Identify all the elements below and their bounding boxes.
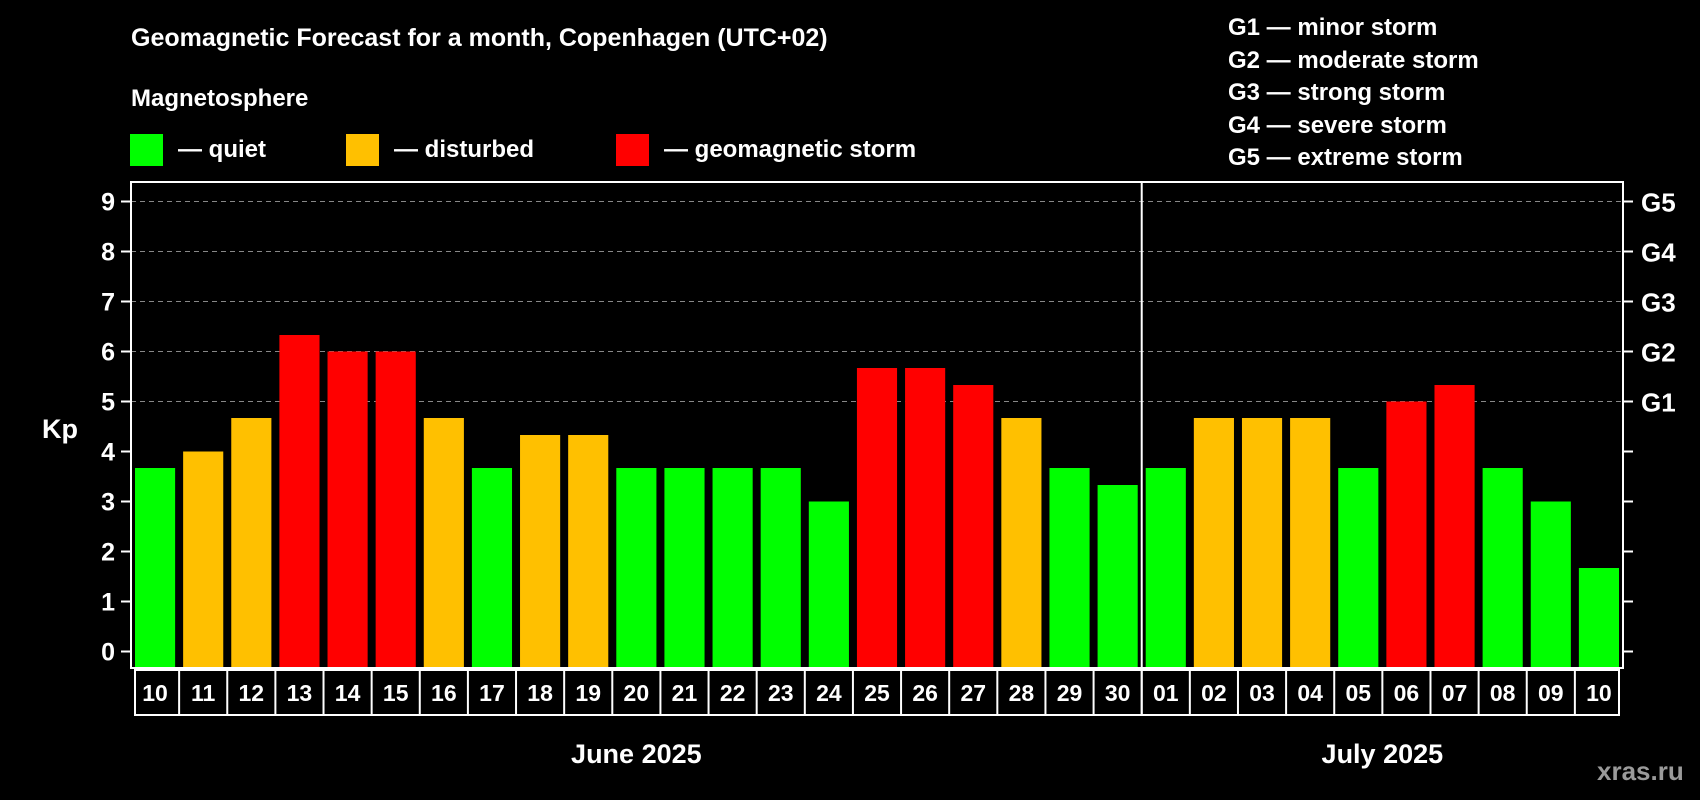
bar-08	[1482, 468, 1523, 668]
bar-10	[1578, 568, 1619, 668]
date-label: 30	[1105, 680, 1131, 706]
site-watermark: xras.ru	[1597, 756, 1684, 786]
bar-13	[279, 335, 320, 668]
date-label: 25	[864, 680, 890, 706]
bar-02	[1193, 418, 1234, 668]
y-axis-label: Kp	[42, 414, 78, 444]
date-label: 04	[1297, 680, 1323, 706]
bar-06	[1386, 401, 1427, 668]
storm-level-label: G5	[1641, 188, 1676, 218]
date-label: 14	[335, 680, 361, 706]
storm-level-label: G2	[1641, 338, 1676, 368]
legend-label-quiet: — quiet	[178, 136, 266, 163]
bar-22	[712, 468, 753, 668]
legend-swatch-storm	[616, 134, 649, 166]
bar-01	[1145, 468, 1186, 668]
storm-level-label: G4	[1641, 238, 1676, 268]
legend-label-storm: — geomagnetic storm	[664, 136, 917, 163]
date-label: 12	[239, 680, 265, 706]
bar-25	[856, 368, 898, 668]
plot-frame	[130, 181, 1624, 669]
date-label: 29	[1057, 680, 1083, 706]
date-label: 15	[383, 680, 409, 706]
bar-07	[1434, 385, 1475, 668]
bar-20	[616, 468, 657, 668]
y-tick-label: 5	[101, 389, 115, 417]
date-label: 11	[191, 680, 216, 706]
bar-18	[520, 435, 561, 668]
y-tick-label: 7	[101, 289, 115, 317]
bar-14	[327, 351, 368, 668]
bar-29	[1049, 468, 1090, 668]
bar-03	[1241, 418, 1283, 668]
y-tick-label: 4	[101, 439, 115, 467]
date-label: 21	[672, 680, 698, 706]
date-label: 07	[1442, 680, 1468, 706]
bar-15	[375, 351, 416, 668]
y-tick-label: 0	[101, 639, 115, 667]
bar-12	[231, 418, 272, 668]
legend-swatch-disturbed	[346, 134, 379, 166]
date-label: 23	[768, 680, 794, 706]
bar-30	[1097, 485, 1138, 668]
date-label: 08	[1490, 680, 1516, 706]
date-label: 19	[575, 680, 601, 706]
y-tick-label: 8	[101, 239, 115, 267]
date-label: 27	[960, 680, 986, 706]
bar-28	[1001, 418, 1042, 668]
y-tick-label: 6	[101, 339, 115, 367]
bar-10	[135, 468, 176, 668]
y-tick-label: 2	[101, 539, 115, 567]
date-label: 06	[1394, 680, 1420, 706]
bar-27	[953, 385, 994, 668]
date-label: 13	[287, 680, 313, 706]
legend-label-disturbed: — disturbed	[394, 136, 535, 163]
bar-05	[1338, 468, 1379, 668]
date-label: 09	[1538, 680, 1564, 706]
chart-title: Geomagnetic Forecast for a month, Copenh…	[131, 24, 828, 52]
storm-scale-g2: G2 — moderate storm	[1228, 47, 1479, 74]
legend-swatch-quiet	[130, 134, 163, 166]
date-label: 17	[479, 680, 505, 706]
month-label: July 2025	[1322, 739, 1444, 769]
date-label: 16	[431, 680, 457, 706]
bar-23	[760, 468, 801, 668]
bar-21	[664, 468, 705, 668]
storm-scale-g1: G1 — minor storm	[1228, 14, 1438, 41]
date-label: 01	[1153, 680, 1179, 706]
date-row	[134, 669, 1620, 716]
legend-heading: Magnetosphere	[131, 85, 309, 112]
date-label: 02	[1201, 680, 1227, 706]
y-tick-label: 1	[101, 589, 115, 617]
bar-19	[568, 435, 609, 668]
storm-scale-g3: G3 — strong storm	[1228, 79, 1446, 106]
storm-level-label: G3	[1641, 288, 1676, 318]
date-label: 20	[624, 680, 650, 706]
bar-17	[471, 468, 513, 668]
date-label: 26	[912, 680, 938, 706]
bar-26	[905, 368, 946, 668]
bar-09	[1530, 501, 1571, 668]
bar-04	[1290, 418, 1331, 668]
storm-scale-g5: G5 — extreme storm	[1228, 144, 1463, 171]
y-tick-label: 3	[101, 489, 115, 517]
bar-24	[808, 501, 849, 668]
date-label: 22	[720, 680, 746, 706]
date-label: 18	[527, 680, 553, 706]
date-label: 28	[1009, 680, 1035, 706]
month-label: June 2025	[571, 739, 702, 769]
date-label: 03	[1249, 680, 1275, 706]
date-label: 05	[1345, 680, 1371, 706]
y-tick-label: 9	[101, 189, 115, 217]
date-label: 10	[1586, 680, 1612, 706]
bar-16	[423, 418, 464, 668]
date-label: 24	[816, 680, 842, 706]
storm-level-label: G1	[1641, 388, 1676, 418]
date-label: 10	[142, 680, 168, 706]
storm-scale-g4: G4 — severe storm	[1228, 112, 1447, 139]
bar-11	[183, 451, 224, 668]
